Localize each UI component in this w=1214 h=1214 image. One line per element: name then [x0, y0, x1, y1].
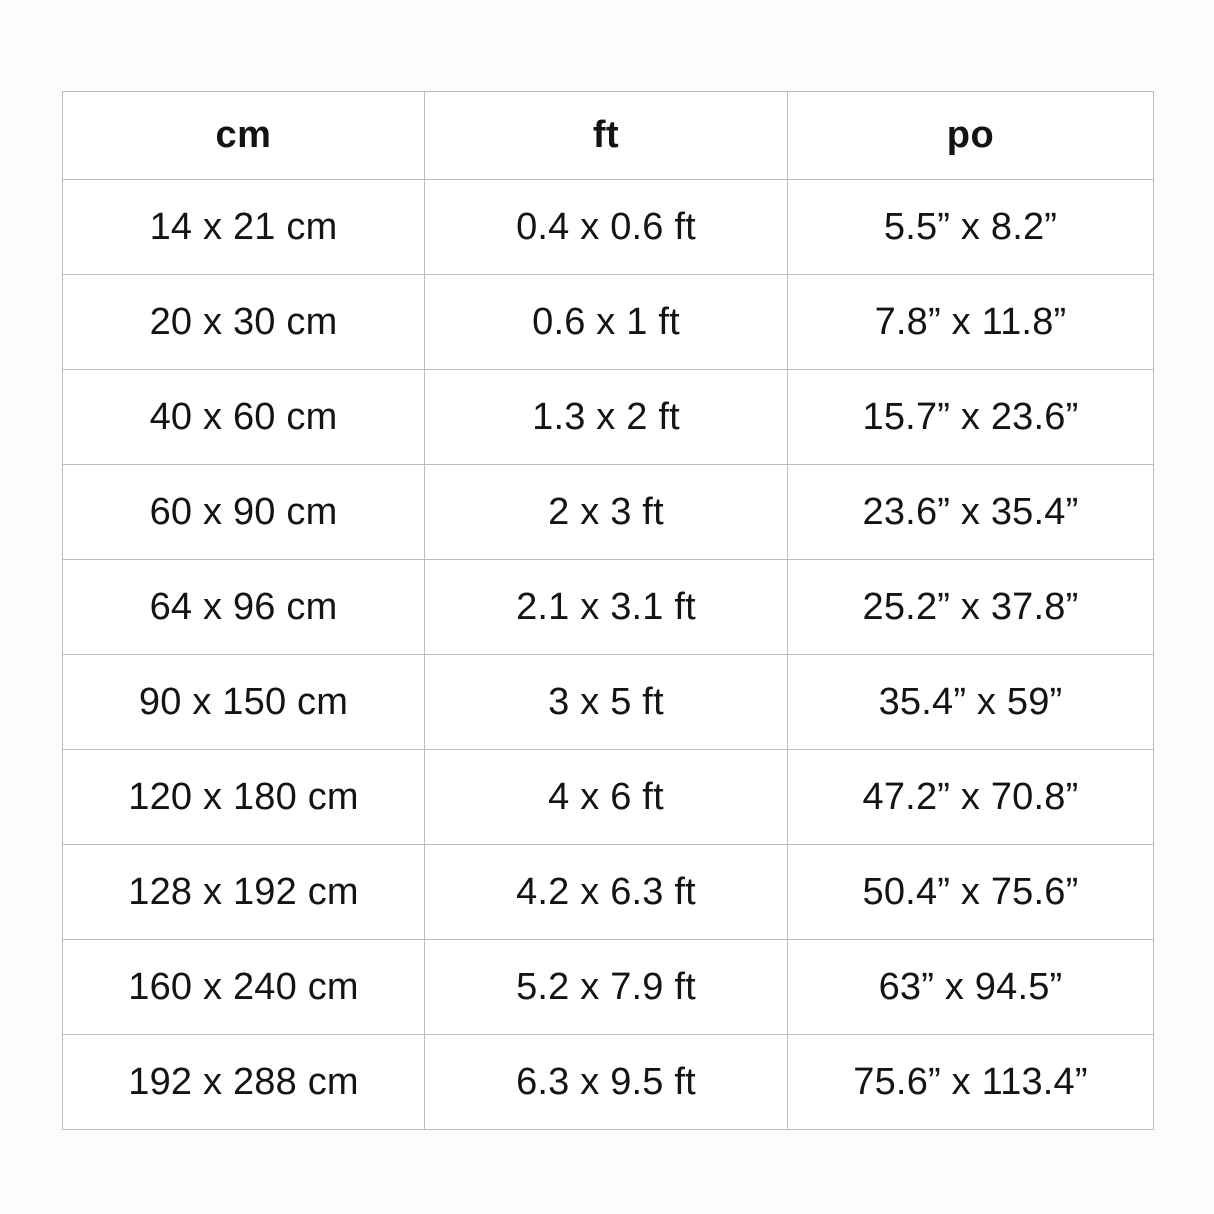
cell-cm: 160 x 240 cm — [62, 939, 425, 1035]
cell-po: 50.4” x 75.6” — [787, 844, 1154, 940]
column-header-ft: ft — [424, 91, 788, 180]
cell-po: 7.8” x 11.8” — [787, 274, 1154, 370]
table-row: 64 x 96 cm 2.1 x 3.1 ft 25.2” x 37.8” — [62, 559, 1154, 655]
cell-cm: 120 x 180 cm — [62, 749, 425, 845]
table-row: 90 x 150 cm 3 x 5 ft 35.4” x 59” — [62, 654, 1154, 750]
table-row: 20 x 30 cm 0.6 x 1 ft 7.8” x 11.8” — [62, 274, 1154, 370]
cell-ft: 6.3 x 9.5 ft — [424, 1034, 788, 1130]
cell-cm: 90 x 150 cm — [62, 654, 425, 750]
cell-ft: 2 x 3 ft — [424, 464, 788, 560]
table-row: 192 x 288 cm 6.3 x 9.5 ft 75.6” x 113.4” — [62, 1034, 1154, 1130]
cell-cm: 128 x 192 cm — [62, 844, 425, 940]
cell-cm: 192 x 288 cm — [62, 1034, 425, 1130]
cell-po: 47.2” x 70.8” — [787, 749, 1154, 845]
table-row: 120 x 180 cm 4 x 6 ft 47.2” x 70.8” — [62, 749, 1154, 845]
cell-po: 63” x 94.5” — [787, 939, 1154, 1035]
cell-ft: 3 x 5 ft — [424, 654, 788, 750]
table-row: 14 x 21 cm 0.4 x 0.6 ft 5.5” x 8.2” — [62, 179, 1154, 275]
cell-ft: 4 x 6 ft — [424, 749, 788, 845]
cell-po: 75.6” x 113.4” — [787, 1034, 1154, 1130]
column-header-cm: cm — [62, 91, 425, 180]
size-conversion-table: cm ft po 14 x 21 cm 0.4 x 0.6 ft 5.5” x … — [62, 91, 1154, 1130]
cell-cm: 64 x 96 cm — [62, 559, 425, 655]
cell-ft: 0.4 x 0.6 ft — [424, 179, 788, 275]
cell-po: 35.4” x 59” — [787, 654, 1154, 750]
table-row: 160 x 240 cm 5.2 x 7.9 ft 63” x 94.5” — [62, 939, 1154, 1035]
cell-ft: 5.2 x 7.9 ft — [424, 939, 788, 1035]
cell-ft: 2.1 x 3.1 ft — [424, 559, 788, 655]
table-row: 128 x 192 cm 4.2 x 6.3 ft 50.4” x 75.6” — [62, 844, 1154, 940]
cell-cm: 14 x 21 cm — [62, 179, 425, 275]
cell-po: 25.2” x 37.8” — [787, 559, 1154, 655]
cell-po: 23.6” x 35.4” — [787, 464, 1154, 560]
column-header-po: po — [787, 91, 1154, 180]
table-row: 40 x 60 cm 1.3 x 2 ft 15.7” x 23.6” — [62, 369, 1154, 465]
table-header: cm ft po — [62, 91, 1154, 180]
cell-cm: 20 x 30 cm — [62, 274, 425, 370]
cell-cm: 60 x 90 cm — [62, 464, 425, 560]
cell-ft: 1.3 x 2 ft — [424, 369, 788, 465]
cell-po: 15.7” x 23.6” — [787, 369, 1154, 465]
table-body: 14 x 21 cm 0.4 x 0.6 ft 5.5” x 8.2” 20 x… — [62, 179, 1154, 1130]
cell-ft: 4.2 x 6.3 ft — [424, 844, 788, 940]
table-row: 60 x 90 cm 2 x 3 ft 23.6” x 35.4” — [62, 464, 1154, 560]
cell-ft: 0.6 x 1 ft — [424, 274, 788, 370]
table-header-row: cm ft po — [62, 91, 1154, 180]
cell-cm: 40 x 60 cm — [62, 369, 425, 465]
cell-po: 5.5” x 8.2” — [787, 179, 1154, 275]
